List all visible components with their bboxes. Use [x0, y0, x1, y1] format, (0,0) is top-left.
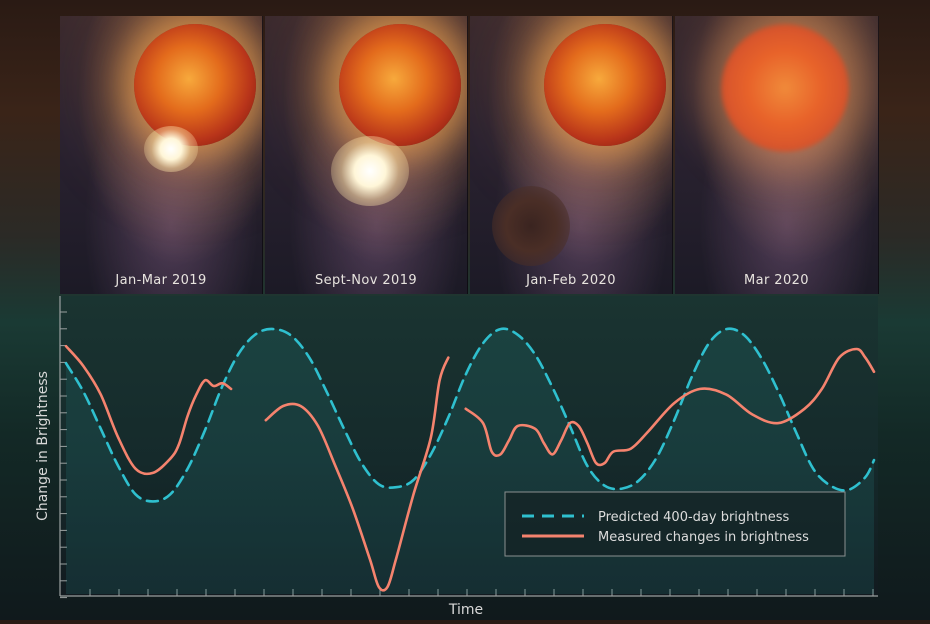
chart-svg: Change in Brightness Time Predicted 400-…	[35, 296, 878, 618]
star-image	[134, 24, 256, 146]
bright-plume	[331, 136, 409, 206]
dimmed-star-image	[721, 24, 849, 152]
series	[64, 327, 876, 592]
predicted-brightness-line	[64, 327, 876, 503]
panel-jan-mar-2019: Jan-Mar 2019	[60, 16, 263, 294]
betelgeuse-image-strip: Jan-Mar 2019 Sept-Nov 2019 Jan-Feb 2020 …	[60, 16, 879, 294]
legend-predicted-label: Predicted 400-day brightness	[598, 510, 790, 525]
star-image	[339, 24, 461, 146]
y-axis-label: Change in Brightness	[35, 371, 51, 521]
legend-measured-label: Measured changes in brightness	[598, 530, 809, 545]
brightness-chart: Change in Brightness Time Predicted 400-…	[0, 294, 930, 620]
axes	[59, 296, 878, 599]
measured-brightness-segment-2	[264, 356, 450, 592]
legend-box	[504, 491, 846, 557]
panel-label: Mar 2020	[744, 273, 809, 288]
panel-label: Sept-Nov 2019	[314, 273, 418, 288]
dust-cloud	[492, 186, 570, 266]
star-image	[544, 24, 666, 146]
panel-jan-feb-2020: Jan-Feb 2020	[470, 16, 673, 294]
measured-brightness-segment-1	[64, 344, 233, 476]
legend: Predicted 400-day brightness Measured ch…	[504, 491, 846, 557]
panel-sept-nov-2019: Sept-Nov 2019	[265, 16, 468, 294]
measured-brightness-segment-3	[464, 347, 876, 467]
panel-label: Jan-Feb 2020	[526, 273, 616, 288]
panel-mar-2020: Mar 2020	[675, 16, 879, 294]
bright-plume	[144, 126, 198, 172]
x-axis-label: Time	[448, 602, 483, 618]
panel-label: Jan-Mar 2019	[115, 273, 207, 288]
